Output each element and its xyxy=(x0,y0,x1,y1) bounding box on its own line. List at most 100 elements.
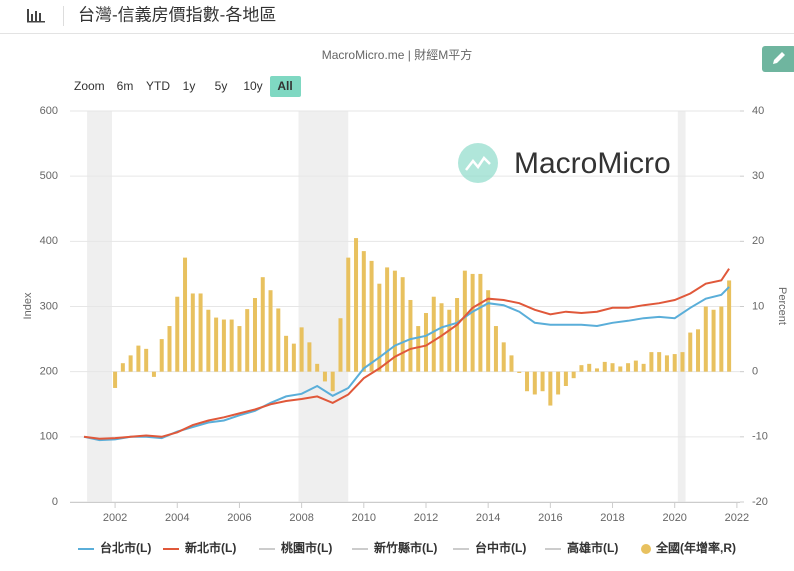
x-tick-label: 2004 xyxy=(165,512,189,524)
bar xyxy=(252,298,257,372)
bar xyxy=(571,371,576,379)
bar xyxy=(493,326,498,372)
bar xyxy=(392,270,397,372)
bar xyxy=(299,327,304,372)
bar xyxy=(462,270,467,372)
legend-item[interactable]: 台北市(L) xyxy=(100,540,151,555)
y2-tick-label: 10 xyxy=(752,300,764,312)
bar xyxy=(517,371,522,373)
x-tick-label: 2018 xyxy=(600,512,624,524)
zoom-button[interactable]: 5y xyxy=(215,79,228,93)
bar xyxy=(664,355,669,372)
zoom-button[interactable]: 10y xyxy=(243,79,262,93)
bar xyxy=(486,290,491,372)
bar xyxy=(198,293,203,372)
chart-icon xyxy=(27,9,45,23)
bar xyxy=(579,365,584,372)
y-axis-title: Index xyxy=(22,292,34,319)
y2-tick-label: 0 xyxy=(752,366,758,378)
y2-tick-label: -10 xyxy=(752,431,768,443)
bar xyxy=(221,319,226,372)
y-tick-label: 500 xyxy=(40,170,58,182)
bar xyxy=(276,308,281,372)
bar xyxy=(229,319,234,372)
bar xyxy=(455,298,460,372)
watermark-logo-mark xyxy=(465,156,491,171)
bar xyxy=(315,363,320,372)
zoom-button[interactable]: YTD xyxy=(146,79,170,93)
x-tick-label: 2022 xyxy=(725,512,749,524)
bar xyxy=(369,260,374,372)
bar xyxy=(291,343,296,372)
bar xyxy=(727,280,732,372)
bar xyxy=(268,290,273,372)
y2-tick-label: -20 xyxy=(752,496,768,508)
bar xyxy=(594,368,599,372)
line-series xyxy=(83,268,730,440)
edit-icon xyxy=(773,52,785,64)
bar xyxy=(120,363,125,372)
bar xyxy=(447,309,452,372)
zoom-label: Zoom xyxy=(74,79,105,93)
bar xyxy=(509,355,514,372)
page-title: 台灣-信義房價指數-各地區 xyxy=(78,5,276,24)
y-tick-label: 0 xyxy=(52,496,58,508)
bar xyxy=(377,283,382,372)
bar xyxy=(688,332,693,372)
bar xyxy=(346,257,351,372)
bar xyxy=(633,360,638,372)
bar xyxy=(113,371,118,388)
bar xyxy=(136,345,141,372)
bar xyxy=(439,303,444,372)
bar xyxy=(563,371,568,387)
bar xyxy=(587,363,592,372)
zoom-button: 6m xyxy=(117,79,134,93)
bar xyxy=(307,342,312,372)
bar xyxy=(408,299,413,372)
legend-item[interactable]: 桃園市(L) xyxy=(281,540,332,555)
bar xyxy=(711,309,716,372)
bar xyxy=(649,352,654,372)
bar xyxy=(190,293,195,372)
bar xyxy=(548,371,553,406)
legend-item[interactable]: 高雄市(L) xyxy=(567,540,618,555)
bar xyxy=(361,251,366,372)
x-tick-label: 2010 xyxy=(352,512,376,524)
bar xyxy=(696,329,701,372)
y2-axis-title: Percent xyxy=(776,287,788,325)
y-tick-label: 400 xyxy=(40,235,58,247)
header-bar xyxy=(0,0,794,33)
bar xyxy=(540,371,545,392)
bar xyxy=(338,318,343,372)
y2-tick-label: 20 xyxy=(752,235,764,247)
legend-item[interactable]: 新北市(L) xyxy=(185,540,236,555)
x-tick-label: 2002 xyxy=(103,512,127,524)
y2-tick-label: 30 xyxy=(752,170,764,182)
bar xyxy=(322,371,327,382)
bar xyxy=(237,326,242,372)
zoom-button[interactable]: All xyxy=(277,79,292,93)
bar xyxy=(144,348,149,372)
bar xyxy=(284,335,289,372)
legend-item[interactable]: 全國(年增率,R) xyxy=(655,540,736,555)
bar xyxy=(214,317,219,372)
bar xyxy=(385,267,390,372)
bar xyxy=(470,273,475,372)
legend-item[interactable]: 台中市(L) xyxy=(475,540,526,555)
bar xyxy=(703,306,708,372)
bar xyxy=(260,277,265,372)
bar xyxy=(478,273,483,372)
bar xyxy=(183,257,188,372)
legend-symbol xyxy=(641,544,651,554)
bar xyxy=(719,306,724,372)
bar xyxy=(175,296,180,372)
legend-item[interactable]: 新竹縣市(L) xyxy=(374,540,437,555)
bar xyxy=(672,354,677,372)
bar xyxy=(610,363,615,372)
zoom-button-bg[interactable] xyxy=(270,76,301,97)
bar xyxy=(532,371,537,395)
bar xyxy=(501,342,506,372)
x-tick-label: 2020 xyxy=(662,512,686,524)
y-tick-label: 200 xyxy=(40,366,58,378)
